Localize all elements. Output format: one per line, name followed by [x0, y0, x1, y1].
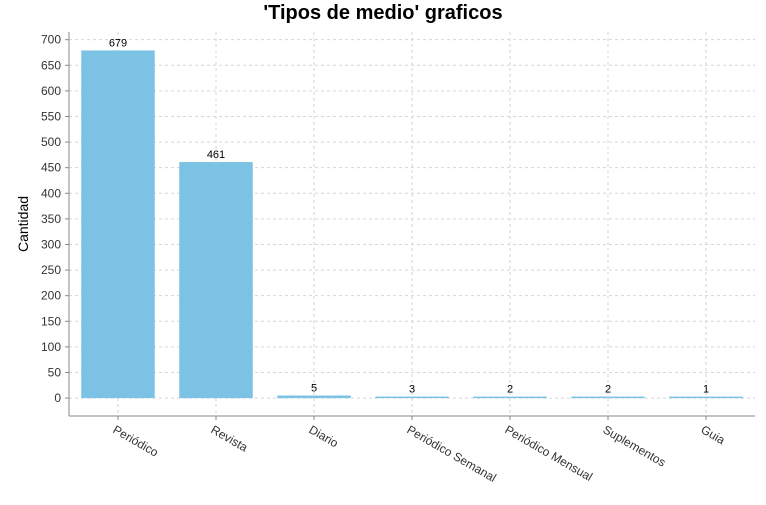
axes	[68, 32, 755, 417]
x-tick-label: Diario	[307, 422, 341, 450]
bars	[81, 50, 743, 399]
y-tick-label: 650	[41, 58, 61, 72]
data-label: 3	[409, 384, 415, 396]
grid-lines	[69, 32, 755, 416]
y-tick-label: 100	[41, 340, 61, 354]
bar	[179, 162, 253, 399]
bar	[277, 395, 351, 399]
y-tick-label: 550	[41, 109, 61, 123]
y-tick-label: 0	[54, 391, 61, 405]
y-tick-label: 500	[41, 135, 61, 149]
bar	[669, 396, 743, 399]
y-tick-label: 400	[41, 186, 61, 200]
y-tick-label: 250	[41, 263, 61, 277]
data-label: 5	[311, 383, 317, 395]
chart-title: 'Tipos de medio' graficos	[263, 2, 503, 24]
x-tick-label: Periódico Semanal	[405, 422, 499, 484]
x-tick-label: Periódico Mensual	[503, 422, 595, 483]
data-label: 2	[507, 384, 513, 396]
y-tick-label: 450	[41, 161, 61, 175]
x-axis-ticks: Periódico Revista Diario Periódico Semanal P…	[111, 416, 728, 485]
y-axis-ticks: 0 50 100 150 200 250 300 350 400 450 500 550 600 650 7…	[41, 33, 69, 405]
bar	[571, 396, 645, 399]
data-label: 461	[207, 149, 225, 161]
y-tick-label: 150	[41, 314, 61, 328]
data-labels: 679 461 5 3 2 2 1	[109, 37, 709, 395]
bar	[375, 396, 449, 399]
data-label: 679	[109, 37, 127, 49]
x-tick-label: Revista	[209, 422, 251, 454]
y-tick-label: 300	[41, 237, 61, 251]
bar	[473, 396, 547, 399]
y-tick-label: 350	[41, 212, 61, 226]
y-axis-title: Cantidad	[15, 196, 31, 252]
data-label: 1	[703, 384, 709, 396]
bar	[81, 50, 155, 399]
x-tick-label: Guia	[699, 422, 728, 447]
x-tick-label: Suplementos	[601, 422, 669, 469]
y-tick-label: 50	[48, 365, 62, 379]
x-tick-label: Periódico	[111, 422, 162, 459]
y-tick-label: 600	[41, 84, 61, 98]
y-tick-label: 200	[41, 289, 61, 303]
y-tick-label: 700	[41, 33, 61, 47]
data-label: 2	[605, 384, 611, 396]
